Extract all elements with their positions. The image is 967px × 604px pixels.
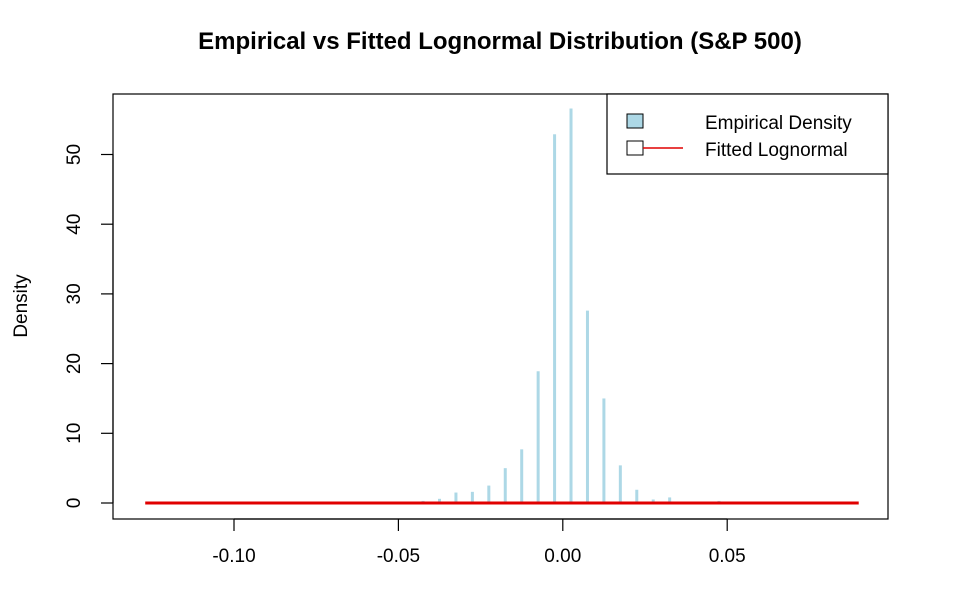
y-tick-label: 20 xyxy=(64,353,85,374)
bar xyxy=(470,491,474,503)
bar xyxy=(553,134,557,504)
x-tick-label: -0.10 xyxy=(212,546,255,567)
legend-fill-swatch xyxy=(626,113,644,129)
bar xyxy=(454,492,458,503)
legend-label-fitted: Fitted Lognormal xyxy=(705,140,848,161)
bar xyxy=(635,489,639,503)
y-tick-label: 0 xyxy=(64,498,85,509)
bar xyxy=(520,449,524,503)
y-axis-label: Density xyxy=(11,274,32,338)
legend-label-empirical: Empirical Density xyxy=(705,113,852,134)
x-tick-label: 0.05 xyxy=(709,546,746,567)
bar xyxy=(503,468,507,503)
bars xyxy=(158,108,852,504)
bar xyxy=(487,485,491,503)
legend-box xyxy=(606,93,889,175)
bar xyxy=(668,497,672,503)
bar xyxy=(602,398,606,503)
bar xyxy=(585,310,589,503)
bar xyxy=(536,371,540,503)
legend-line-box xyxy=(626,140,644,156)
bar xyxy=(618,465,622,503)
bar xyxy=(569,108,573,503)
y-tick-label: 40 xyxy=(64,214,85,235)
legend: Empirical Density Fitted Lognormal xyxy=(606,93,889,175)
chart-title: Empirical vs Fitted Lognormal Distributi… xyxy=(198,28,802,55)
y-tick-label: 30 xyxy=(64,283,85,304)
y-tick-label: 10 xyxy=(64,423,85,444)
bar xyxy=(438,498,441,503)
x-axis: -0.10 -0.05 0.00 0.05 xyxy=(212,518,746,567)
x-tick-label: -0.05 xyxy=(377,546,420,567)
y-tick-label: 50 xyxy=(64,144,85,165)
y-axis: 0 10 20 30 40 50 xyxy=(64,144,114,509)
x-tick-label: 0.00 xyxy=(544,546,581,567)
bar xyxy=(651,499,655,503)
